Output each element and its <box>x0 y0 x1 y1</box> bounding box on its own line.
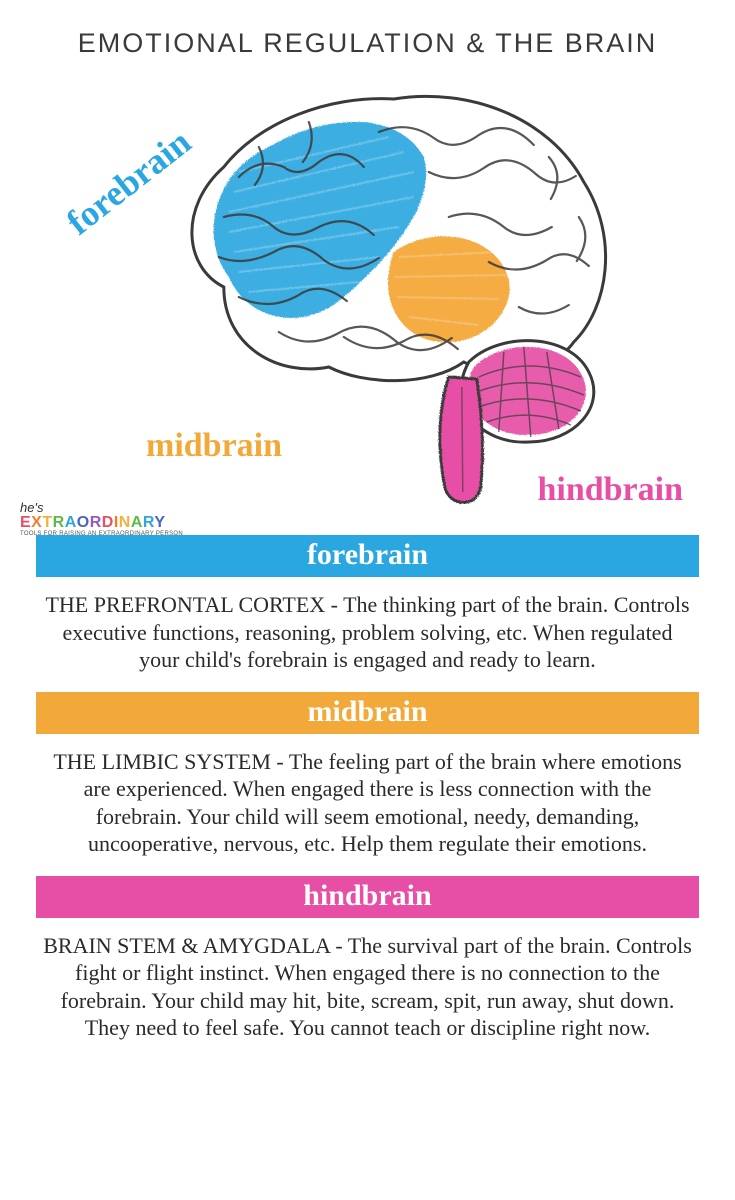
brand-logo: he's EXTRAORDINARY TOOLS FOR RAISING AN … <box>20 501 183 538</box>
forebrain-body: THE PREFRONTAL CORTEX - The thinking par… <box>36 577 699 688</box>
logo-letter: R <box>53 514 65 531</box>
brainstem-region <box>439 377 482 503</box>
logo-sub: TOOLS FOR RAISING AN EXTRAORDINARY PERSO… <box>20 531 183 537</box>
logo-pre: he's <box>20 501 183 515</box>
logo-letter: R <box>143 514 154 531</box>
logo-letter: R <box>90 514 102 531</box>
brain-diagram: forebrain midbrain hindbrain he's EXTRAO… <box>36 71 699 531</box>
sections-container: forebrainTHE PREFRONTAL CORTEX - The thi… <box>36 531 699 1056</box>
logo-letter: A <box>131 514 143 531</box>
infographic-page: EMOTIONAL REGULATION & THE BRAIN <box>0 0 735 1200</box>
midbrain-body: THE LIMBIC SYSTEM - The feeling part of … <box>36 734 699 872</box>
logo-letter: D <box>102 514 114 531</box>
logo-letter: O <box>77 514 90 531</box>
hindbrain-body: BRAIN STEM & AMYGDALA - The survival par… <box>36 918 699 1056</box>
logo-letter: X <box>31 514 42 531</box>
midbrain-bar: midbrain <box>36 692 699 734</box>
logo-letter: N <box>119 514 131 531</box>
page-title: EMOTIONAL REGULATION & THE BRAIN <box>36 28 699 59</box>
hindbrain-bar: hindbrain <box>36 876 699 918</box>
logo-letter: A <box>65 514 77 531</box>
forebrain-bar: forebrain <box>36 535 699 577</box>
hindbrain-label: hindbrain <box>537 471 683 509</box>
logo-letter: Y <box>154 514 165 531</box>
logo-letter: T <box>42 514 52 531</box>
midbrain-label: midbrain <box>146 427 282 465</box>
logo-main: EXTRAORDINARY <box>20 515 183 532</box>
logo-letter: E <box>20 514 31 531</box>
